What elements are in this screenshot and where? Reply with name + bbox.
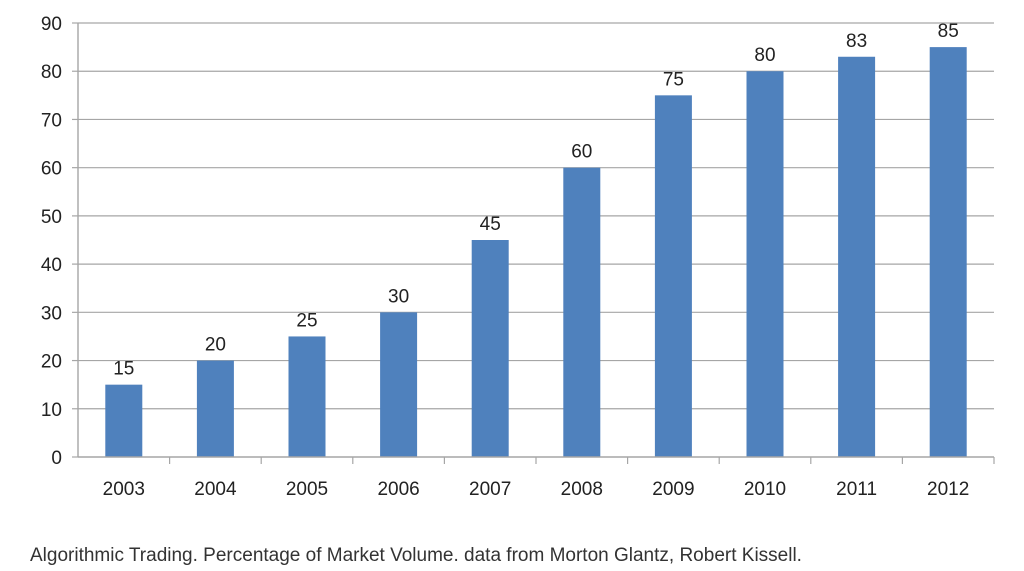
bar-2007: [471, 240, 509, 457]
data-label: 25: [296, 310, 317, 331]
y-tick-label: 80: [41, 62, 62, 83]
data-labels: 15 20 25 30 45 60 75 80 83 85: [113, 21, 959, 380]
y-tick-label: 60: [41, 159, 62, 180]
y-tick-label: 50: [41, 207, 62, 228]
bar-2003: [105, 384, 143, 457]
y-tick-label: 40: [41, 255, 62, 276]
data-label: 85: [938, 21, 959, 42]
x-tick-label: 2011: [836, 479, 877, 500]
y-tick-label: 10: [41, 400, 62, 421]
chart-canvas: 0 10 20 30 40 50 60 70 80 90 2003 2004 2005 2006 2007 2…: [41, 14, 995, 500]
x-tick-label: 2010: [744, 479, 786, 500]
bar-2009: [654, 95, 692, 457]
data-label: 15: [113, 359, 134, 380]
y-tick-label: 30: [41, 303, 62, 324]
x-tick-label: 2012: [927, 479, 969, 500]
x-tick-label: 2004: [194, 479, 237, 500]
bars: [105, 47, 967, 457]
bar-2012: [929, 47, 967, 457]
data-label: 75: [663, 69, 684, 90]
data-label: 20: [205, 335, 226, 356]
bar-2004: [196, 360, 234, 457]
y-tick-label: 20: [41, 352, 62, 373]
data-label: 30: [388, 286, 409, 307]
x-tick-label: 2006: [377, 479, 419, 500]
data-label: 80: [754, 45, 775, 66]
y-tick-label: 90: [41, 14, 62, 35]
x-tick-label: 2005: [286, 479, 328, 500]
x-tick-label: 2003: [103, 479, 145, 500]
x-tick-label: 2009: [652, 479, 694, 500]
axes: 0 10 20 30 40 50 60 70 80 90 2003 2004 2005 2006 2007 2…: [41, 14, 995, 500]
figure-caption: Algorithmic Trading. Percentage of Marke…: [30, 545, 802, 566]
x-tick-label: 2008: [561, 479, 603, 500]
data-label: 60: [571, 142, 592, 163]
data-label: 83: [846, 31, 867, 52]
data-label: 45: [480, 214, 501, 235]
y-tick-label: 70: [41, 110, 62, 131]
bar-2006: [380, 312, 418, 457]
bar-2011: [838, 56, 876, 457]
bar-2005: [288, 336, 326, 457]
x-tick-label: 2007: [469, 479, 511, 500]
bar-2008: [563, 167, 601, 457]
bar-2010: [746, 71, 784, 457]
y-tick-label: 0: [51, 448, 62, 469]
bar-chart: 0 10 20 30 40 50 60 70 80 90 2003 2004 2005 2006 2007 2…: [41, 14, 995, 500]
